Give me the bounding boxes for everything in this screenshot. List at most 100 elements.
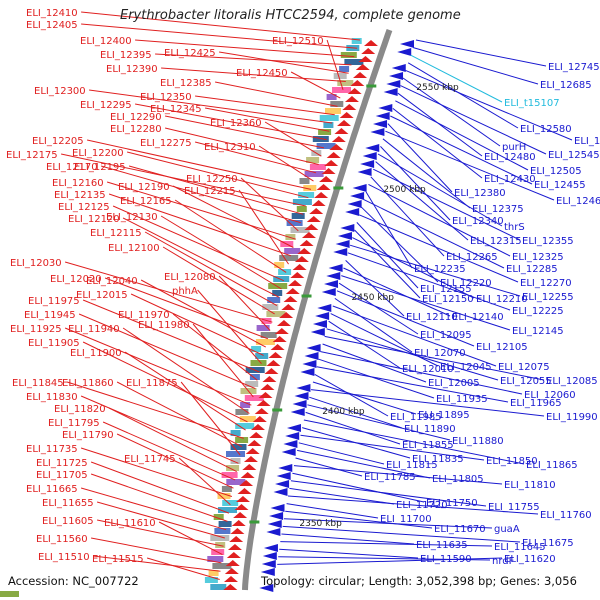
left-gene-label: ELI_12040 [86, 276, 138, 287]
right-gene-label: ELI_12580 [520, 124, 572, 135]
topology-text: Topology: circular; Length: 3,052,398 bp… [261, 574, 577, 588]
left-gene-label: ELI_12390 [106, 64, 158, 75]
gene-arrow-forward [337, 120, 352, 126]
feature-block [256, 325, 270, 331]
gene-arrow-reverse [335, 240, 350, 248]
gene-arrow-reverse [281, 448, 296, 456]
right-connector [334, 297, 413, 353]
left-connector [80, 447, 233, 497]
gene-arrow-reverse [260, 568, 275, 576]
gene-arrow-forward [252, 416, 267, 422]
gene-arrow-reverse [397, 48, 412, 56]
feature-block [292, 199, 312, 205]
gene-arrow-reverse [357, 168, 372, 176]
gene-arrow-forward [350, 80, 365, 86]
left-gene-label: ELI_12175 [6, 150, 58, 161]
right-connector [380, 146, 451, 221]
feature-block [268, 283, 288, 289]
feature-block [316, 143, 336, 149]
gene-arrow-reverse [391, 64, 406, 72]
feature-block [240, 402, 251, 408]
feature-block [226, 465, 240, 471]
gene-arrow-forward [342, 104, 357, 110]
feature-block [251, 346, 262, 352]
left-connector [172, 313, 258, 381]
right-gene-label: ELI_11985 [390, 412, 442, 423]
right-gene-label: ELI_12455 [534, 180, 586, 191]
right-gene-label: ELI_12220 [440, 278, 492, 289]
left-gene-label: ELI_12410 [26, 8, 78, 19]
left-gene-label: ELI_11795 [48, 418, 100, 429]
gene-arrow-reverse [340, 224, 355, 232]
gene-arrow-forward [276, 320, 291, 326]
feature-block [344, 59, 364, 65]
right-connector [390, 115, 533, 185]
gene-arrow-forward [361, 48, 376, 54]
right-connector [292, 472, 425, 503]
left-gene-label: ELI_12290 [110, 112, 162, 123]
feature-block [260, 332, 277, 338]
right-gene-label: ELI_11635 [416, 540, 468, 551]
feature-block [274, 262, 285, 268]
left-connector [78, 313, 256, 390]
left-gene-label: ELI_11510 [38, 552, 90, 563]
right-gene-label: ELI_12110 [406, 312, 458, 323]
gene-arrow-reverse [273, 488, 288, 496]
feature-block [210, 584, 227, 590]
right-connector [298, 442, 385, 465]
left-gene-label: ELI_12165 [120, 196, 172, 207]
left-gene-label: ELI_11900 [70, 348, 122, 359]
gene-arrow-reverse [275, 480, 290, 488]
right-connector [326, 328, 499, 381]
gene-arrow-forward [227, 544, 242, 550]
left-gene-label: ELI_11515 [92, 554, 144, 565]
right-connector [318, 358, 435, 399]
left-gene-label: ELI_11875 [126, 378, 178, 389]
left-connector [64, 327, 252, 406]
left-gene-label: ELI_11790 [62, 430, 114, 441]
feature-block [221, 486, 232, 492]
left-connector [104, 277, 269, 340]
genome-backbone [242, 28, 393, 591]
right-gene-label: ELI_12375 [472, 204, 524, 215]
right-gene-label: ELI_12145 [512, 326, 564, 337]
gene-arrow-reverse [378, 104, 393, 112]
right-gene-label: ELI_11755 [488, 502, 540, 513]
feature-block [218, 507, 237, 513]
right-gene-label: ELI_11805 [432, 474, 484, 485]
gene-arrow-reverse [269, 512, 284, 520]
right-connector [300, 434, 485, 461]
left-gene-label: ELI_12205 [32, 136, 84, 147]
right-gene-labels: ELI_12745ELI_12685ELI_t15107ELI_12580ELI… [364, 62, 600, 567]
left-gene-label: phhA [172, 286, 198, 297]
gene-arrow-forward [230, 528, 245, 534]
gene-arrow-reverse [389, 72, 404, 80]
right-gene-label: ELI_12325 [512, 252, 564, 263]
left-gene-label: ELI_12160 [52, 178, 104, 189]
backbone-curve [242, 28, 393, 591]
gene-arrow-forward [256, 400, 271, 406]
right-gene-label: ELI_11670 [434, 524, 486, 535]
feature-block [221, 472, 238, 478]
feature-block [286, 220, 303, 226]
left-gene-label: ELI_12080 [164, 272, 216, 283]
gene-arrow-forward [288, 280, 303, 286]
right-connector [314, 373, 389, 417]
left-gene-label: ELI_12395 [100, 50, 152, 61]
gene-arrow-reverse [266, 528, 281, 536]
left-gene-label: ELI_11845 [12, 378, 64, 389]
scale-label: 2400 kbp [322, 407, 365, 417]
right-gene-label: ELI_11720 [396, 500, 448, 511]
left-connector [146, 557, 220, 580]
gene-arrow-reverse [315, 312, 330, 320]
right-connector [392, 108, 483, 179]
left-gene-label: ELI_12345 [150, 104, 202, 115]
feature-block [239, 416, 256, 422]
feature-block [340, 52, 357, 58]
gene-arrow-reverse [310, 328, 325, 336]
right-connector [289, 487, 395, 505]
gene-arrow-forward [245, 448, 260, 454]
right-label-connectors [277, 39, 573, 565]
right-gene-label: ELI_12380 [454, 188, 506, 199]
gene-arrow-forward [326, 152, 341, 158]
